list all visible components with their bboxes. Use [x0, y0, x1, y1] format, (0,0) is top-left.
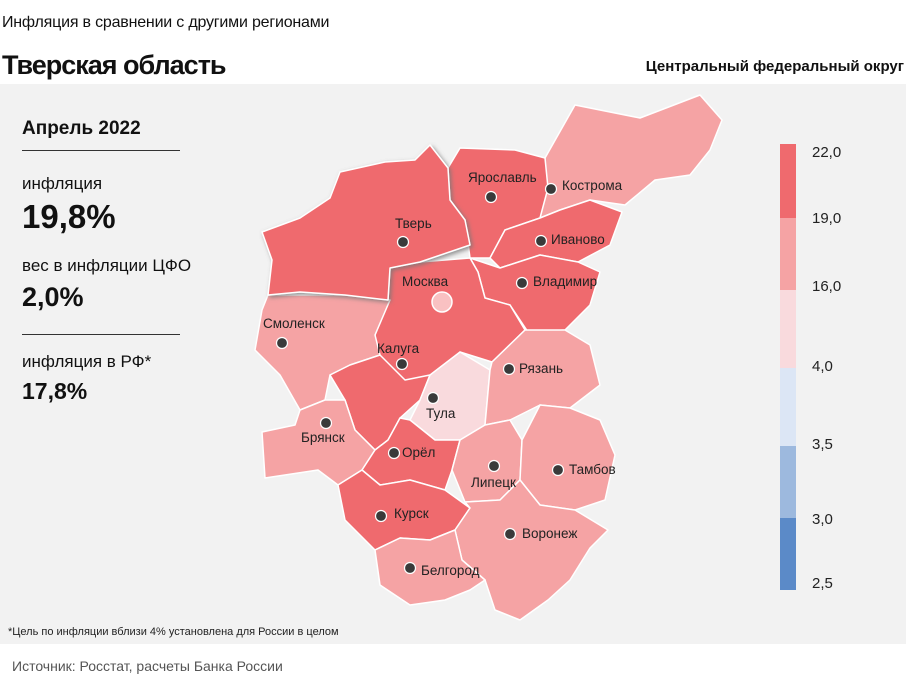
- legend-tick: 4,0: [812, 358, 833, 375]
- city-dot-tula: [426, 391, 440, 405]
- city-label-kaluga: Калуга: [377, 341, 420, 356]
- city-dot-belgorod: [403, 561, 417, 575]
- city-label-ivanovo: Иваново: [551, 232, 605, 247]
- divider: [22, 334, 180, 335]
- city-dot-kostroma: [544, 182, 558, 196]
- source-note: Источник: Росстат, расчеты Банка России: [12, 658, 283, 674]
- legend-tick: 2,5: [812, 575, 833, 592]
- inflation-value: 19,8%: [22, 198, 116, 235]
- city-dot-smolensk: [275, 336, 289, 350]
- city-label-voronezh: Воронеж: [522, 526, 577, 541]
- city-dot-tver: [396, 235, 410, 249]
- region-kostroma: [539, 94, 723, 219]
- footnote: *Цель по инфляции вблизи 4% установлена …: [8, 626, 339, 638]
- legend-swatch-19-22: [780, 144, 796, 218]
- page-title: Тверская область: [2, 50, 227, 80]
- legend-tick: 16,0: [812, 278, 842, 295]
- city-dot-tambov: [551, 463, 565, 477]
- city-dot-vladimir: [515, 276, 529, 290]
- weight-value: 2,0%: [22, 282, 84, 312]
- city-label-orel: Орёл: [402, 445, 435, 460]
- period-label: Апрель 2022: [22, 118, 141, 139]
- city-label-kostroma: Кострома: [562, 178, 623, 193]
- legend-tick: 22,0: [812, 144, 842, 161]
- city-dot-voronezh: [503, 527, 517, 541]
- legend-tick: 3,5: [812, 436, 833, 453]
- region-orel: [361, 417, 461, 491]
- city-label-smolensk: Смоленск: [263, 316, 325, 331]
- city-dot-yaroslavl: [484, 190, 498, 204]
- region-tambov: [519, 404, 616, 511]
- legend-tick: 3,0: [812, 511, 833, 528]
- city-dot-kursk: [374, 509, 388, 523]
- city-label-yaroslavl: Ярославль: [468, 170, 537, 185]
- city-label-lipetsk: Липецк: [471, 475, 516, 490]
- region-ivanovo: [489, 199, 623, 269]
- city-label-tula: Тула: [426, 406, 456, 421]
- city-label-tver: Тверь: [395, 216, 432, 231]
- legend-tick: 19,0: [812, 210, 842, 227]
- inflation-label: инфляция: [22, 174, 103, 193]
- legend-swatch-4-16: [780, 290, 796, 368]
- weight-label: вес в инфляции ЦФО: [22, 256, 192, 275]
- supertitle: Инфляция в сравнении с другими регионами: [2, 14, 330, 31]
- region-tver: [261, 144, 471, 301]
- legend-swatch-3-3-5: [780, 446, 796, 518]
- city-dot-bryansk: [319, 416, 333, 430]
- city-label-kursk: Курск: [394, 506, 429, 521]
- city-label-bryansk: Брянск: [301, 430, 345, 445]
- city-dot-ivanovo: [534, 234, 548, 248]
- legend-swatch-3-5-4: [780, 368, 796, 446]
- city-label-moscow: Москва: [402, 274, 449, 289]
- city-dot-orel: [387, 446, 401, 460]
- rf-inflation-value: 17,8%: [22, 378, 88, 404]
- district-caption: Центральный федеральный округ: [645, 58, 904, 75]
- divider: [22, 150, 180, 151]
- city-dot-lipetsk: [487, 459, 501, 473]
- moscow-city-marker: [431, 291, 453, 313]
- legend-swatch-2-5-3: [780, 518, 796, 590]
- city-dot-ryazan: [502, 362, 516, 376]
- legend-swatch-16-19: [780, 218, 796, 290]
- city-label-tambov: Тамбов: [569, 462, 616, 477]
- city-label-vladimir: Владимир: [533, 274, 597, 289]
- region-belgorod: [374, 529, 486, 606]
- city-label-belgorod: Белгород: [421, 563, 480, 578]
- rf-inflation-label: инфляция в РФ*: [22, 352, 152, 371]
- city-dot-kaluga: [395, 357, 409, 371]
- city-label-ryazan: Рязань: [519, 361, 563, 376]
